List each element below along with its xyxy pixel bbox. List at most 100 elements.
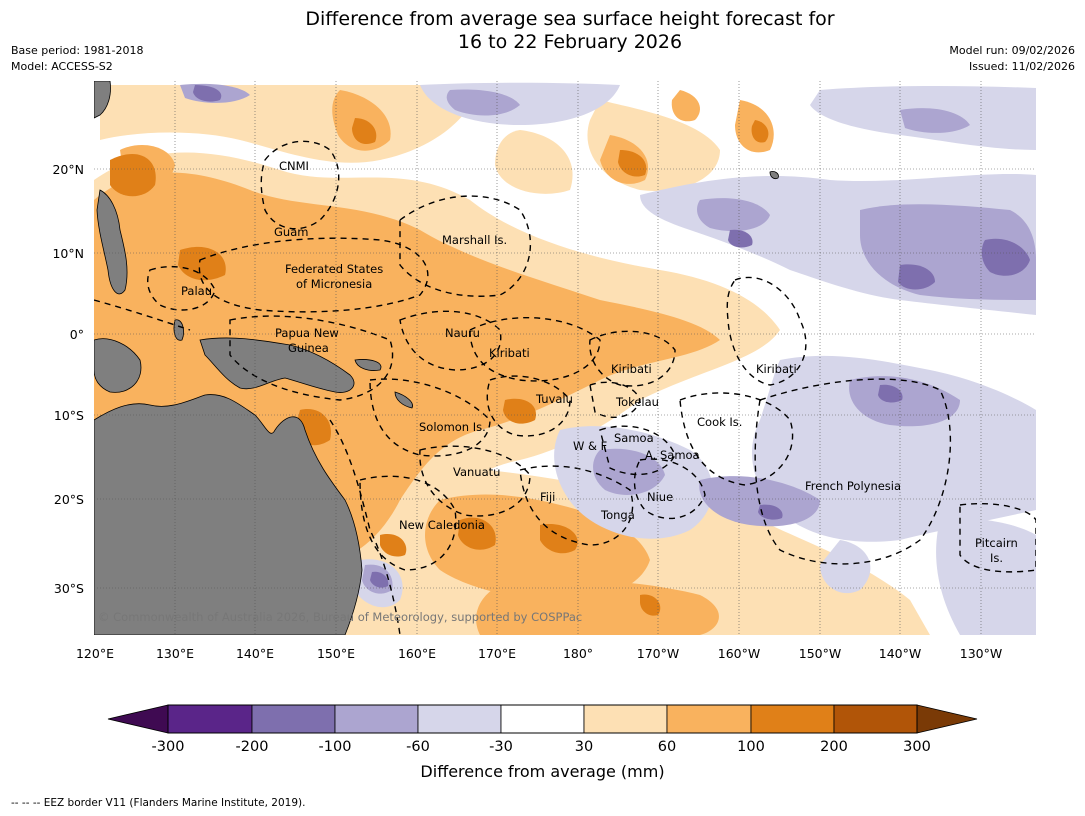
colorbar-tick: -60	[406, 739, 430, 755]
colorbar-extend-low	[107, 704, 169, 734]
lat-label: 20°S	[54, 492, 84, 507]
colorbar-tick: -300	[152, 739, 185, 755]
eez-borders	[94, 140, 1036, 635]
lat-axis-labels: 20°N 10°N 0° 10°S 20°S 30°S	[52, 162, 84, 596]
meta-left: Base period: 1981-2018 Model: ACCESS-S2	[11, 43, 143, 75]
australia	[94, 394, 363, 635]
label-fsm-2: of Micronesia	[296, 277, 372, 291]
eez-vanuatu-wf	[419, 445, 531, 517]
eez-nauru-kiribati	[399, 310, 502, 371]
lat-label: 20°N	[52, 162, 84, 177]
label-tuvalu: Tuvalu	[535, 392, 573, 406]
land	[94, 81, 779, 635]
copyright-notice: © Commonwealth of Australia 2026, Bureau…	[98, 610, 582, 624]
lon-label: 130°E	[156, 646, 194, 661]
map-area	[94, 81, 1036, 635]
label-solomon: Solomon Is.	[419, 420, 486, 434]
eez-australia-east	[329, 419, 401, 635]
title-line-2: 16 to 22 February 2026	[457, 31, 683, 53]
label-american-samoa: A. Samoa	[645, 448, 700, 462]
philippines	[96, 189, 128, 295]
label-niue: Niue	[647, 490, 673, 504]
colorbar-tick: 60	[658, 739, 676, 755]
label-png-2: Guinea	[288, 341, 329, 355]
eez-fsm	[198, 237, 429, 313]
new-guinea	[199, 337, 355, 393]
map-title: Difference from average sea surface heig…	[0, 8, 1085, 54]
label-samoa: Samoa	[614, 431, 654, 445]
lon-axis-labels: 120°E 130°E 140°E 150°E 160°E 170°E 180°…	[76, 646, 1002, 661]
label-french-polynesia: French Polynesia	[805, 479, 901, 493]
lon-label: 130°W	[960, 646, 1002, 661]
anomaly-neg60-neg100	[180, 83, 1036, 594]
colorbar-segment	[417, 704, 502, 734]
lon-label: 150°W	[799, 646, 841, 661]
eez-tuvalu	[486, 375, 571, 437]
label-kiribati-2: Kiribati	[611, 362, 652, 376]
colorbar-label: Difference from average (mm)	[420, 762, 665, 781]
label-nauru: Nauru	[445, 326, 480, 340]
eez-palau	[147, 265, 216, 311]
lon-label: 140°E	[236, 646, 274, 661]
label-tokelau: Tokelau	[615, 395, 659, 409]
eez-tokelau	[589, 381, 641, 419]
model-run: Model run: 09/02/2026	[949, 44, 1075, 57]
label-fsm-1: Federated States	[285, 262, 383, 276]
label-palau: Palau	[181, 284, 212, 298]
label-png-1: Papua New	[275, 326, 339, 340]
eez-png	[229, 315, 394, 401]
eez-frpoly	[754, 378, 952, 565]
lat-label: 30°S	[54, 581, 84, 596]
hawaii	[769, 171, 779, 180]
eez-footer-note: -- -- -- EEZ border V11 (Flanders Marine…	[11, 797, 306, 809]
label-fiji: Fiji	[540, 490, 555, 504]
colorbar-segment	[500, 704, 585, 734]
label-pitcairn-1: Pitcairn	[975, 536, 1018, 550]
eez-samoa	[599, 425, 676, 476]
eez-cnmi-guam	[260, 140, 340, 230]
meta-right: Model run: 09/02/2026 Issued: 11/02/2026	[949, 43, 1075, 75]
colorbar	[107, 704, 978, 734]
colorbar-tick: 30	[575, 739, 593, 755]
lon-label: 160°W	[718, 646, 760, 661]
borneo-sulawesi	[94, 338, 142, 393]
colorbar-segment	[666, 704, 752, 734]
lat-label: 0°	[70, 327, 84, 342]
colorbar-extend-high	[916, 704, 978, 734]
lon-label: 120°E	[76, 646, 114, 661]
lat-label: 10°N	[52, 246, 84, 261]
lat-label: 10°S	[54, 408, 84, 423]
colorbar-tick: 200	[820, 739, 848, 755]
eez-solomon	[369, 378, 491, 457]
lon-label: 150°E	[317, 646, 355, 661]
eez-niue-cook	[633, 458, 706, 520]
lon-label: 160°E	[398, 646, 436, 661]
label-cook: Cook Is.	[697, 415, 742, 429]
lon-label: 180°	[563, 646, 593, 661]
label-cnmi: CNMI	[279, 159, 309, 173]
label-pitcairn-2: Is.	[990, 551, 1003, 565]
eez-marshall	[399, 195, 532, 297]
colorbar-segment	[833, 704, 918, 734]
colorbar-tick: -200	[236, 739, 269, 755]
eez-kiribati-line	[726, 276, 807, 386]
label-kiribati-1: Kiribati	[489, 346, 530, 360]
label-kiribati-3: Kiribati	[756, 362, 797, 376]
lon-label: 170°E	[478, 646, 516, 661]
model-name: Model: ACCESS-S2	[11, 60, 113, 73]
anomaly-neg30-neg60	[352, 82, 1036, 635]
colorbar-segment	[750, 704, 835, 734]
colorbar-tick: 100	[737, 739, 765, 755]
colorbar-tick: -100	[319, 739, 352, 755]
colorbar-ticks: -300 -200 -100 -60 -30 30 60 100 200 300	[152, 739, 931, 755]
colorbar-segment	[251, 704, 336, 734]
lon-label: 140°W	[879, 646, 921, 661]
new-britain	[354, 359, 382, 371]
colorbar-segment	[334, 704, 419, 734]
colorbar-tick: 300	[903, 739, 931, 755]
label-tonga: Tonga	[600, 508, 635, 522]
eez-kiribati-phoenix	[589, 330, 676, 387]
colorbar-tick: -30	[489, 739, 513, 755]
title-line-1: Difference from average sea surface heig…	[305, 8, 835, 30]
